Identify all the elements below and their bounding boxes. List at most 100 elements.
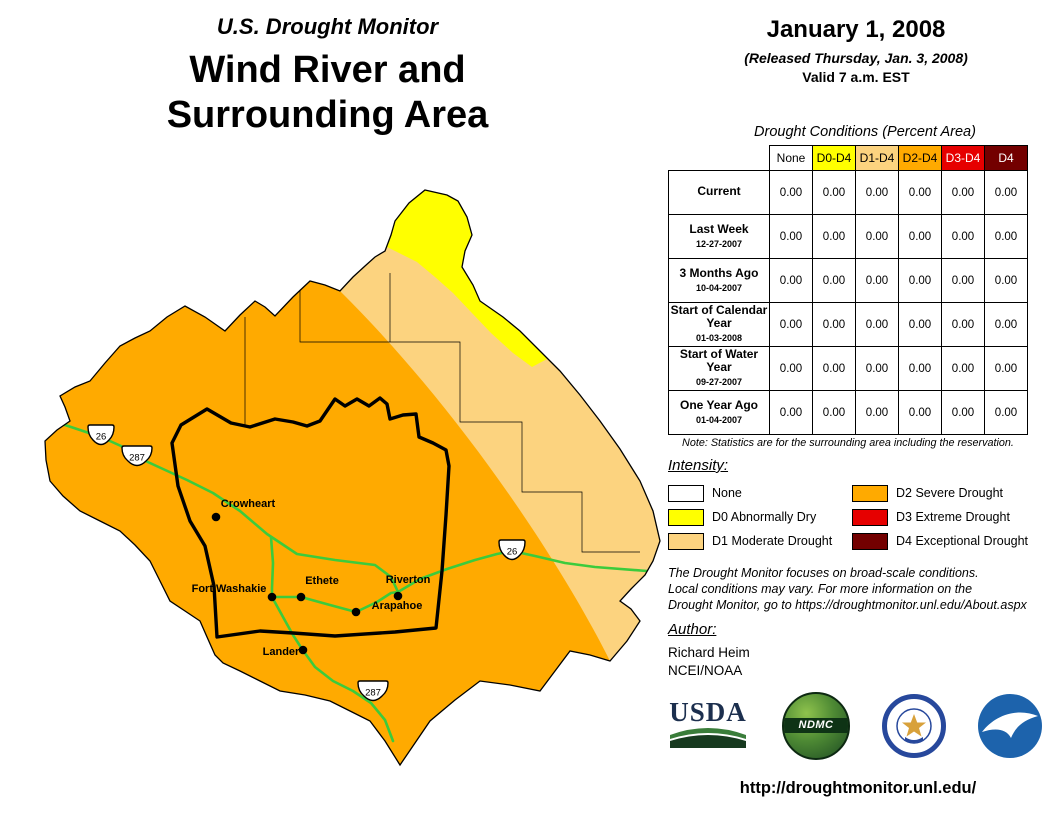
- commerce-seal-icon: [882, 694, 946, 758]
- row-date: 10-04-2007: [695, 282, 743, 293]
- city-label-lander: Lander: [263, 646, 300, 658]
- date-block: January 1, 2008 (Released Thursday, Jan.…: [660, 16, 1052, 85]
- city-label-crowheart: Crowheart: [221, 498, 276, 510]
- row-label: Start of Water Year: [679, 347, 759, 374]
- row-label: Current: [697, 184, 741, 198]
- highway-shield-number: 287: [129, 453, 145, 464]
- row-label: One Year Ago: [679, 397, 759, 412]
- city-dot-lander: [298, 645, 308, 655]
- city-markers: Crowheart Fort Washakie Ethete Riverton …: [192, 498, 431, 658]
- intensity-legend: Intensity: None D0 Abnormally Dry D1 Mod…: [668, 457, 1040, 553]
- row-date: 01-03-2008: [695, 333, 743, 343]
- row-date: 12-27-2007: [695, 238, 743, 249]
- ndmc-logo: NDMC: [782, 692, 850, 760]
- city-dot-fort-washakie: [267, 592, 277, 602]
- highway-shield-287-south: 287: [357, 680, 389, 702]
- legend-title: Intensity:: [668, 457, 729, 474]
- cell-value: 0.00: [855, 346, 899, 391]
- cell-value: 0.00: [812, 214, 856, 259]
- title-block: U.S. Drought Monitor Wind River and Surr…: [55, 14, 600, 138]
- cell-value: 0.00: [898, 258, 942, 303]
- cell-value: 0.00: [984, 302, 1028, 347]
- cell-value: 0.00: [812, 346, 856, 391]
- table-header-row: None D0-D4 D1-D4 D2-D4 D3-D4 D4: [668, 145, 1028, 171]
- cell-value: 0.00: [898, 302, 942, 347]
- ndmc-wordmark: NDMC: [784, 718, 848, 733]
- author-heading: Author:: [668, 621, 717, 638]
- swatch-d4: [852, 532, 888, 550]
- cell-value: 0.00: [769, 390, 813, 435]
- col-header-none: None: [769, 145, 813, 171]
- cell-value: 0.00: [898, 214, 942, 259]
- city-label-arapahoe: Arapahoe: [372, 600, 423, 612]
- cell-value: 0.00: [941, 170, 985, 215]
- row-label: Start of Calendar Year: [670, 303, 768, 330]
- swatch-d2: [852, 484, 888, 502]
- swatch-d0: [668, 508, 704, 526]
- city-dot-riverton: [393, 591, 403, 601]
- legend-grid: None D0 Abnormally Dry D1 Moderate Droug…: [668, 481, 1040, 553]
- page-title-line2: Surrounding Area: [166, 94, 489, 136]
- legend-column-right: D2 Severe Drought D3 Extreme Drought D4 …: [852, 481, 1028, 553]
- report-kicker: U.S. Drought Monitor: [216, 14, 439, 39]
- city-dot-ethete: [296, 592, 306, 602]
- page-title-line1: Wind River and: [189, 49, 466, 91]
- cell-value: 0.00: [769, 214, 813, 259]
- cell-value: 0.00: [855, 302, 899, 347]
- legend-item-d2: D2 Severe Drought: [852, 481, 1028, 505]
- drought-conditions-table: None D0-D4 D1-D4 D2-D4 D3-D4 D4 Current …: [668, 145, 1028, 435]
- disclaimer-line1: The Drought Monitor focuses on broad-sca…: [668, 566, 979, 580]
- legend-item-none: None: [668, 481, 852, 505]
- usda-wordmark: USDA: [669, 696, 747, 727]
- highway-shield-287-west: 287: [121, 445, 153, 467]
- d0-region: [387, 190, 547, 367]
- table-row-one-year-ago: One Year Ago 01-04-2007 0.00 0.00 0.00 0.…: [668, 390, 1028, 435]
- highway-shield-number: 26: [96, 432, 107, 443]
- city-label-ethete: Ethete: [305, 575, 339, 587]
- col-header-d4: D4: [984, 145, 1028, 171]
- cell-value: 0.00: [769, 302, 813, 347]
- col-header-d2-d4: D2-D4: [898, 145, 942, 171]
- cell-value: 0.00: [898, 390, 942, 435]
- cell-value: 0.00: [855, 170, 899, 215]
- legend-label: D4 Exceptional Drought: [896, 534, 1029, 548]
- cell-value: 0.00: [769, 258, 813, 303]
- cell-value: 0.00: [984, 170, 1028, 215]
- county-boundary-lines: [244, 273, 640, 553]
- reservation-boundary: [170, 396, 451, 639]
- table-note: Note: Statistics are for the surrounding…: [682, 437, 1014, 449]
- disclaimer-line3: Drought Monitor, go to https://droughtmo…: [668, 598, 1027, 612]
- table-row-start-water-year: Start of Water Year 09-27-2007 0.00 0.00 …: [668, 346, 1028, 391]
- swatch-none: [668, 484, 704, 502]
- droughtmonitor-url[interactable]: http://droughtmonitor.unl.edu/: [739, 779, 977, 797]
- city-label-riverton: Riverton: [386, 574, 431, 586]
- legend-item-d4: D4 Exceptional Drought: [852, 529, 1028, 553]
- highway-shield-26-west: 26: [87, 424, 115, 446]
- cell-value: 0.00: [941, 390, 985, 435]
- col-header-d0-d4: D0-D4: [812, 145, 856, 171]
- watershed-outline: [44, 189, 661, 767]
- cell-value: 0.00: [984, 214, 1028, 259]
- row-date: 01-04-2007: [695, 414, 743, 425]
- legend-column-left: None D0 Abnormally Dry D1 Moderate Droug…: [668, 481, 852, 553]
- city-dot-crowheart: [211, 512, 221, 522]
- cell-value: 0.00: [941, 258, 985, 303]
- legend-label: D3 Extreme Drought: [896, 510, 1010, 524]
- cell-value: 0.00: [941, 214, 985, 259]
- col-header-d3-d4: D3-D4: [941, 145, 985, 171]
- author-name: Richard Heim: [668, 645, 750, 660]
- cell-value: 0.00: [769, 170, 813, 215]
- drought-map: 26 287 26 287 Crowheart Fort Washakie Et…: [44, 189, 661, 767]
- table-row-current: Current 0.00 0.00 0.00 0.00 0.00 0.00: [668, 170, 1028, 215]
- table-caption: Drought Conditions (Percent Area): [754, 124, 976, 140]
- table-row-3-months-ago: 3 Months Ago 10-04-2007 0.00 0.00 0.00 0.…: [668, 258, 1028, 303]
- legend-label: D0 Abnormally Dry: [712, 510, 817, 524]
- table-corner-cell: [668, 145, 770, 171]
- table-row-start-calendar-year: Start of Calendar Year 01-03-2008 0.00 0.…: [668, 302, 1028, 347]
- commerce-emblem-icon: [896, 708, 932, 744]
- agency-logos: USDA NDMC: [666, 692, 1042, 760]
- usda-swoosh-icon: [670, 727, 746, 748]
- highway-shield-26-east: 26: [498, 539, 526, 561]
- disclaimer-line2: Local conditions may vary. For more info…: [668, 582, 973, 596]
